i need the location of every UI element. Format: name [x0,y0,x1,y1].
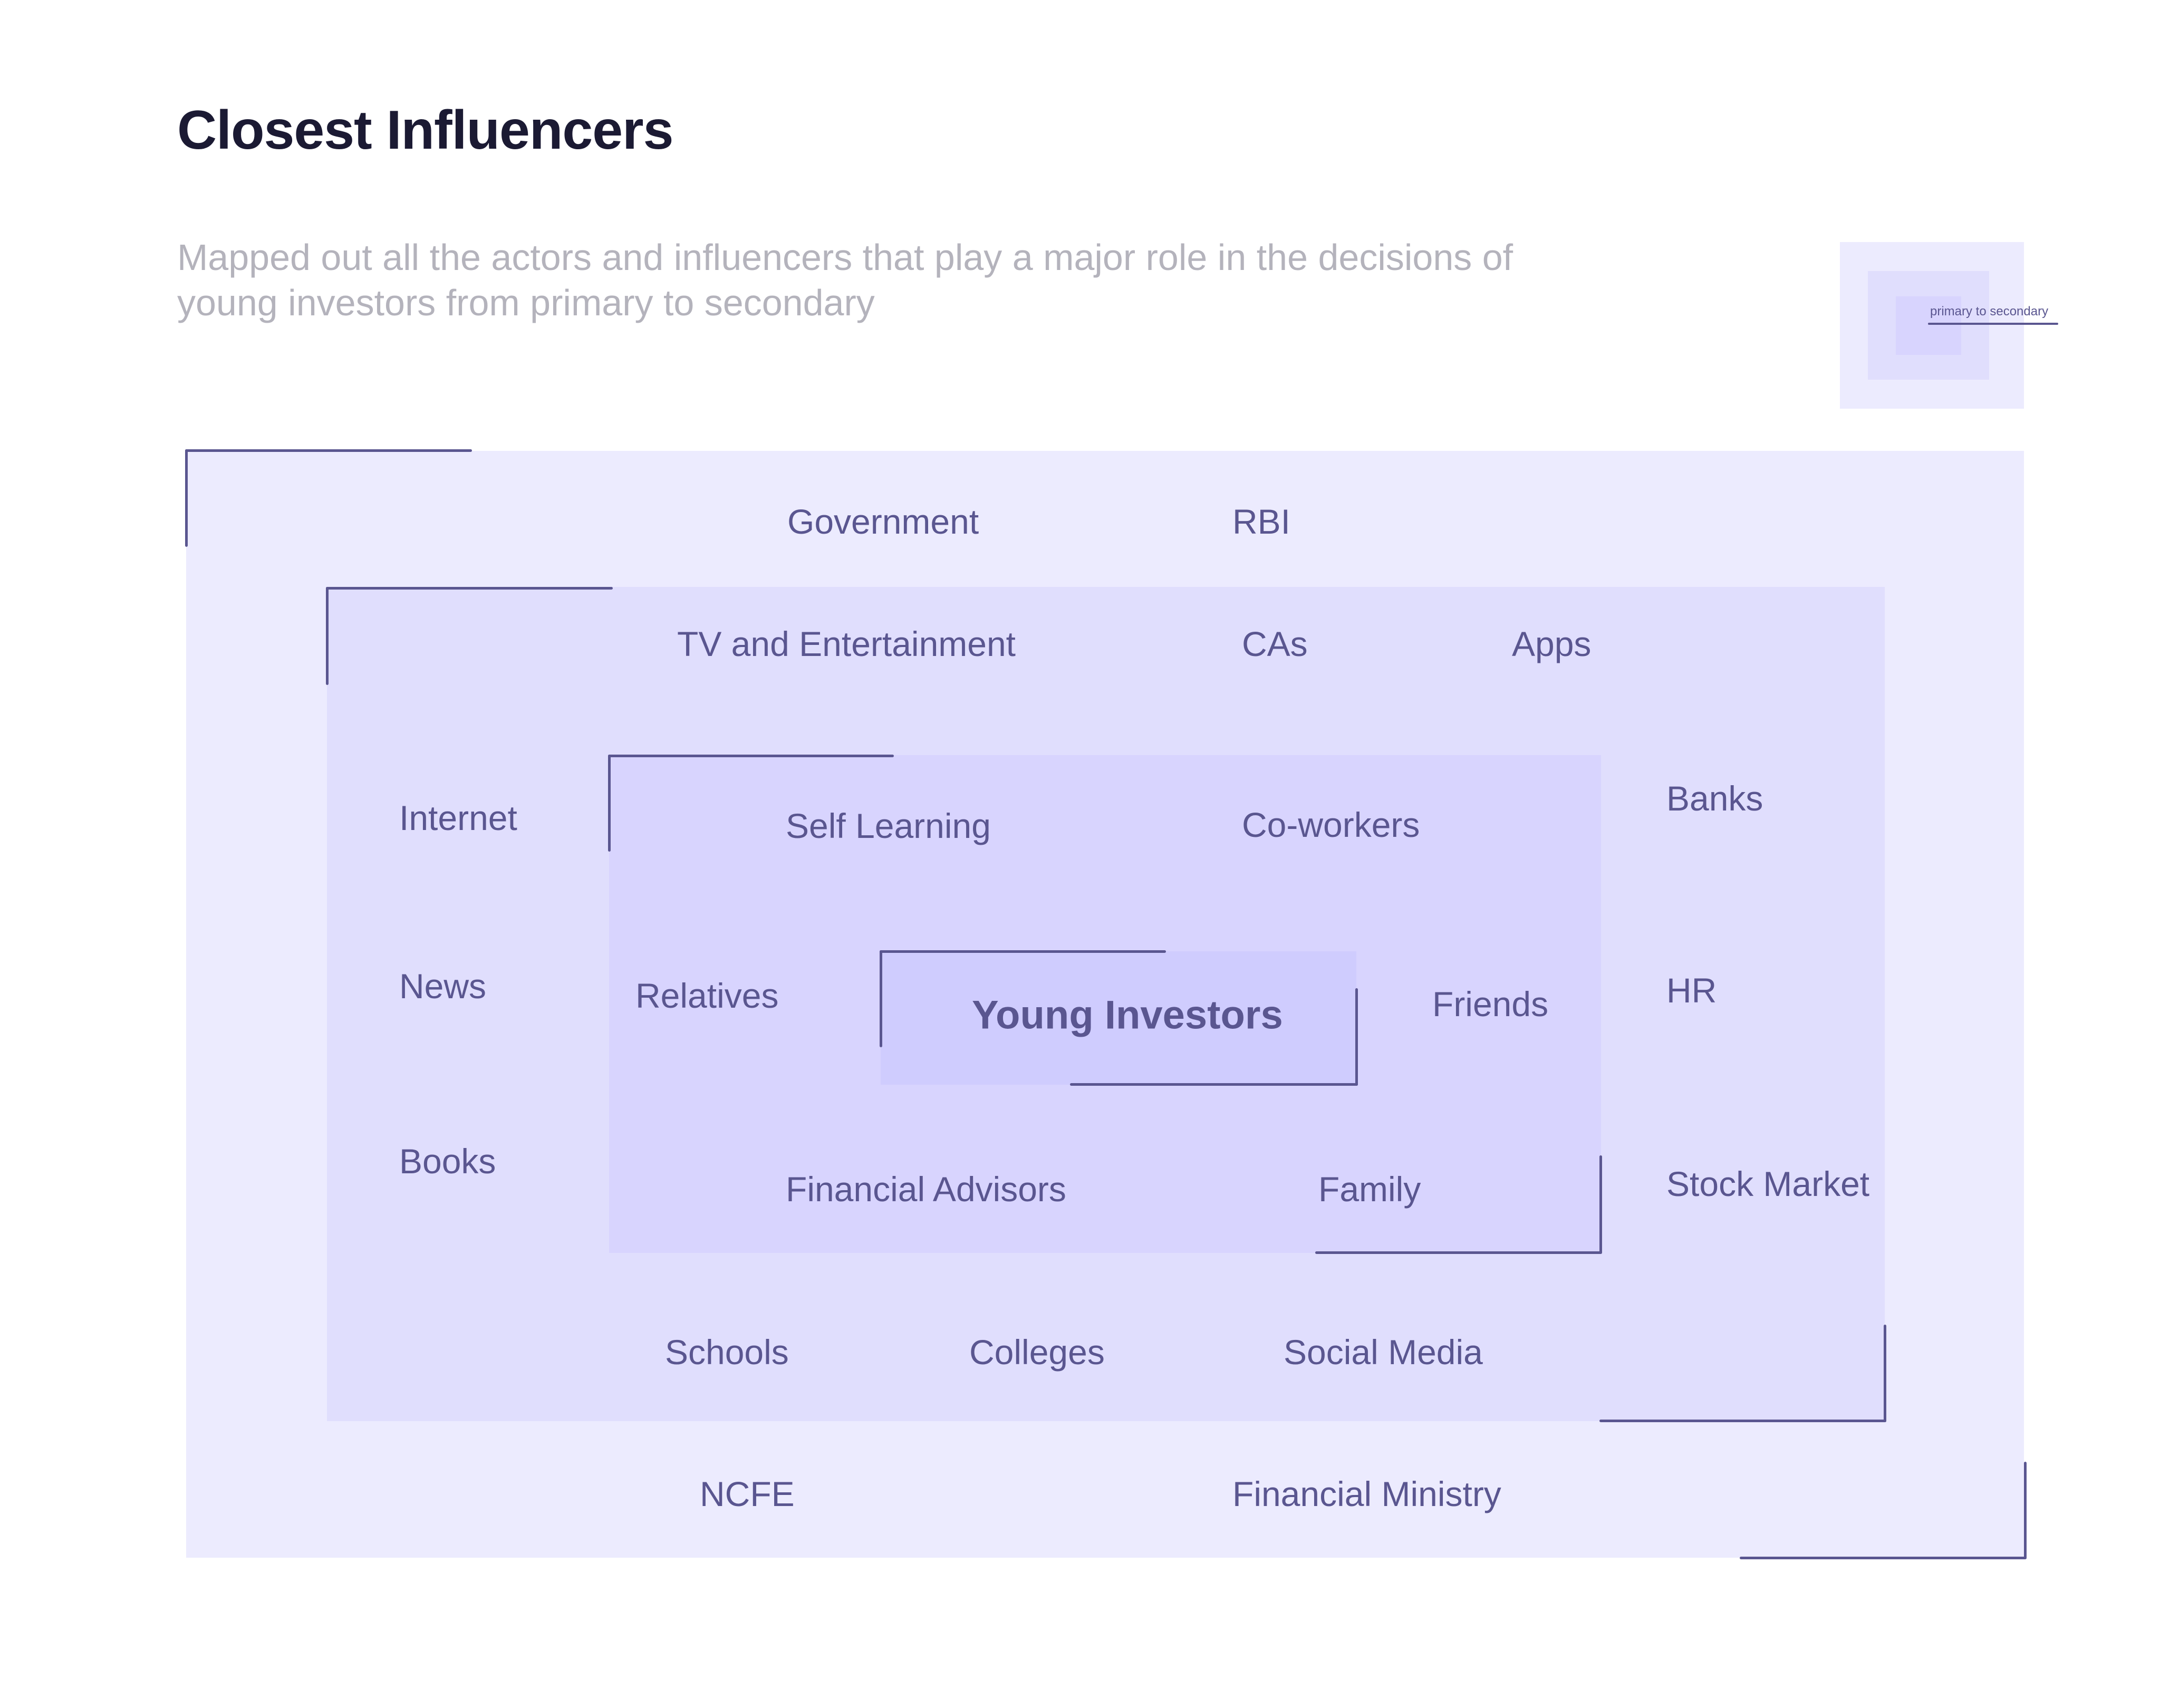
core-bracket-top [880,950,1166,953]
label-ncfe: NCFE [700,1474,795,1513]
core-box [881,951,1356,1085]
primary-bracket-left [608,755,611,852]
legend-inner-square [1896,296,1961,355]
label-government: Government [787,502,979,541]
primary-bracket-right [1599,1155,1602,1253]
label-financial-ministry: Financial Ministry [1232,1474,1501,1513]
secondary-bracket-right [1884,1325,1886,1422]
outer-bracket-bottom [1740,1557,2027,1559]
core-bracket-left [880,950,882,1047]
label-hr: HR [1666,971,1717,1010]
label-friends: Friends [1432,985,1549,1024]
label-financial-advisors: Financial Advisors [786,1170,1066,1209]
secondary-bracket-bottom [1599,1420,1886,1422]
secondary-bracket-top [326,587,613,590]
label-colleges: Colleges [969,1333,1105,1372]
label-young-investors: Young Investors [972,992,1283,1038]
label-relatives: Relatives [635,976,779,1015]
label-stock-market: Stock Market [1666,1164,1870,1203]
primary-bracket-bottom [1315,1251,1602,1254]
label-cas: CAs [1242,624,1308,663]
page-subtitle: Mapped out all the actors and influencer… [177,237,1513,323]
page-title: Closest Influencers [177,100,673,161]
label-schools: Schools [665,1333,789,1372]
core-bracket-right [1355,988,1358,1086]
secondary-bracket-left [326,587,329,685]
label-books: Books [399,1142,496,1181]
label-self-learning: Self Learning [786,806,991,845]
legend-underline [1928,323,2058,325]
outer-bracket-left [185,449,188,547]
label-tv-and-entertainment: TV and Entertainment [677,624,1016,663]
label-social-media: Social Media [1284,1333,1483,1372]
label-co-workers: Co-workers [1242,805,1420,844]
primary-bracket-top [608,755,894,757]
legend-label: primary to secondary [1930,304,2049,319]
label-internet: Internet [399,798,517,837]
core-bracket-bottom [1070,1083,1358,1086]
label-banks: Banks [1666,779,1763,818]
outer-bracket-right [2024,1462,2027,1559]
label-news: News [399,967,487,1006]
label-apps: Apps [1512,624,1592,663]
outer-bracket-top [185,449,472,452]
label-rbi: RBI [1232,502,1291,541]
label-family: Family [1318,1170,1421,1209]
